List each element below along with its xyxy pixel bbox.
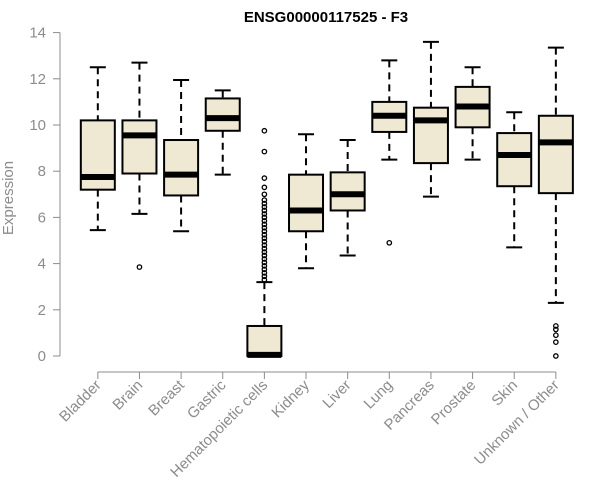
x-tick-label: Breast [145,376,188,419]
box-hematopoietic-cells [246,127,283,358]
x-tick-label: Liver [319,377,354,412]
outlier-point [261,276,268,283]
iqr-box [246,324,283,358]
box-brain [121,61,158,270]
outlier-point [261,221,268,228]
outlier-point [261,218,268,224]
iqr-box [163,139,200,197]
boxes-layer [79,40,574,359]
y-tick-label: 12 [29,71,46,88]
outlier-point [261,242,268,248]
outlier-point [261,200,268,207]
outlier-point [261,238,268,245]
x-tick-label: Prostate [428,377,480,429]
outlier-point [261,204,268,210]
outlier-point [261,197,268,203]
outlier-point [261,235,268,242]
outlier-point [261,252,268,259]
outlier-point [553,332,559,339]
x-tick-label: Brain [109,377,146,414]
box-bladder [79,66,116,232]
outlier-point [553,326,559,333]
box-kidney [288,133,325,270]
box-gastric [204,89,241,176]
iqr-box [204,97,241,132]
iqr-box [537,114,574,195]
outlier-point [261,148,268,155]
x-tick-label: Bladder [56,377,105,426]
y-tick-label: 2 [38,302,46,319]
chart-title: ENSG00000117525 - F3 [244,9,408,26]
outlier-point [386,239,393,246]
outlier-point [261,256,268,262]
outlier-point [261,266,268,273]
outlier-point [136,264,143,270]
outlier-point [261,191,268,198]
box-skin [496,111,533,249]
outlier-point [261,259,268,266]
outlier-point [261,273,268,280]
outlier-point [261,263,268,269]
box-liver [329,139,366,257]
box-pancreas [412,40,449,198]
outlier-point [553,339,559,345]
x-tick-label: Lung [361,377,397,413]
y-tick-label: 4 [38,256,46,273]
y-tick-label: 8 [38,163,46,180]
outlier-point [261,249,268,255]
iqr-box [288,173,325,233]
outlier-point [261,228,268,235]
y-tick-label: 10 [29,117,46,134]
box-breast [163,78,200,233]
box-prostate [454,66,491,161]
outlier-point [261,245,268,252]
outlier-point [553,353,559,359]
outlier-point [261,175,268,181]
outlier-point [553,323,559,329]
outlier-point [261,224,268,231]
outlier-point [261,207,268,214]
outlier-point [261,231,268,238]
iqr-box [496,132,533,188]
outlier-point [261,127,268,134]
iqr-box [412,106,449,165]
outlier-point [261,211,268,217]
y-tick-label: 14 [29,25,46,42]
y-tick-label: 0 [38,348,46,365]
box-lung [371,59,408,246]
y-tick-label: 6 [38,209,46,226]
x-tick-label: Skin [488,377,521,410]
y-axis: 0 2 4 6 8 10 12 14 [29,25,61,365]
y-axis-label: Expression [0,161,17,235]
iqr-box [121,119,158,175]
outlier-point [261,269,268,276]
box-unknown-other [537,46,574,359]
x-tick-label: Kidney [268,376,313,421]
outlier-point [261,214,268,221]
outlier-point [261,184,268,191]
